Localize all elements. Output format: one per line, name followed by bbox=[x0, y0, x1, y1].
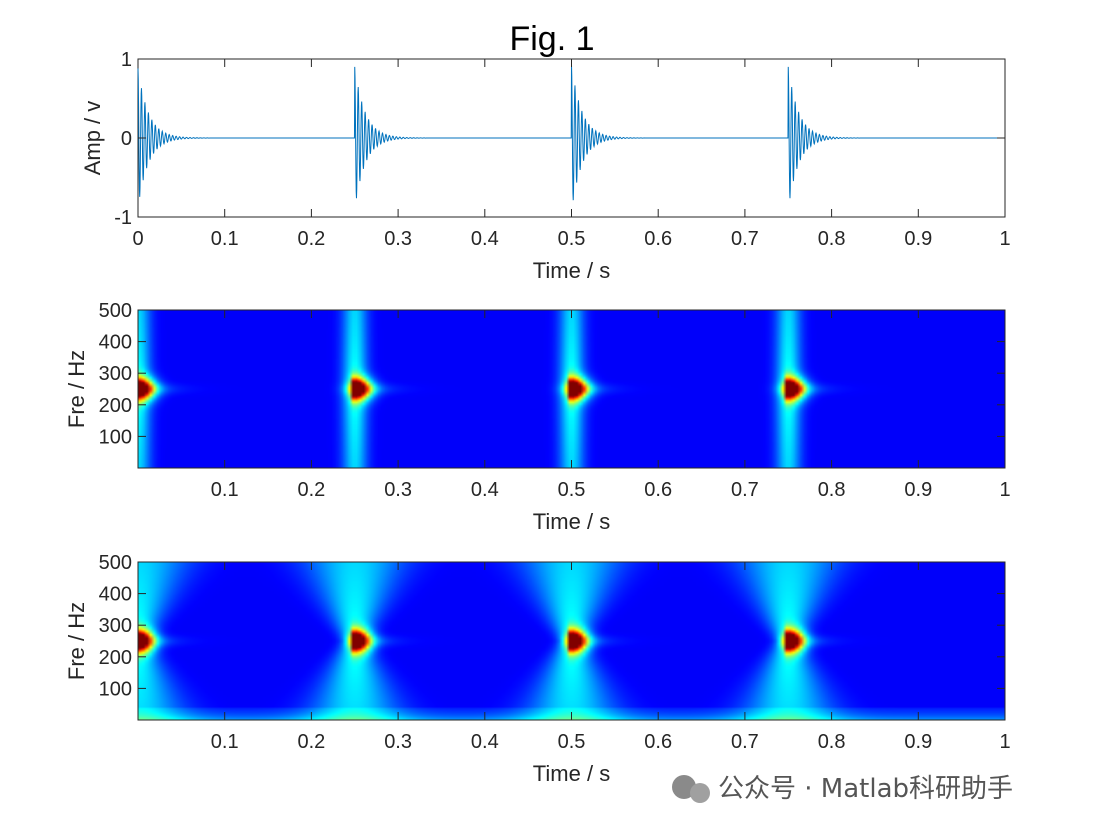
y-tick-label: 100 bbox=[99, 678, 132, 700]
x-axis-label: Time / s bbox=[533, 258, 610, 283]
x-tick-label: 0.2 bbox=[297, 479, 325, 501]
x-tick-label: 0.3 bbox=[384, 731, 412, 753]
x-tick-label: 0.7 bbox=[731, 479, 759, 501]
y-tick-label: -1 bbox=[114, 207, 132, 229]
y-tick-label: 500 bbox=[99, 300, 132, 322]
x-tick-label: 0.2 bbox=[297, 228, 325, 250]
x-axis-label: Time / s bbox=[533, 509, 610, 534]
figure-title: Fig. 1 bbox=[509, 20, 594, 58]
x-tick-label: 0.2 bbox=[297, 731, 325, 753]
y-axis-label: Fre / Hz bbox=[64, 350, 89, 428]
x-tick-label: 0.5 bbox=[558, 479, 586, 501]
y-tick-label: 200 bbox=[99, 647, 132, 669]
y-tick-label: 400 bbox=[99, 332, 132, 354]
x-tick-label: 0.1 bbox=[211, 731, 239, 753]
y-tick-label: 100 bbox=[99, 426, 132, 448]
watermark-text: 公众号 · Matlab科研助手 bbox=[718, 774, 1013, 804]
x-tick-label: 0.9 bbox=[904, 479, 932, 501]
x-tick-label: 0.4 bbox=[471, 479, 499, 501]
x-tick-label: 0.5 bbox=[558, 228, 586, 250]
x-tick-label: 0 bbox=[132, 228, 143, 250]
x-tick-label: 0.8 bbox=[818, 731, 846, 753]
x-tick-label: 0.8 bbox=[818, 228, 846, 250]
y-tick-label: 0 bbox=[121, 128, 132, 150]
x-tick-label: 0.9 bbox=[904, 731, 932, 753]
x-tick-label: 0.4 bbox=[471, 228, 499, 250]
y-tick-label: 400 bbox=[99, 584, 132, 606]
y-tick-label: 300 bbox=[99, 363, 132, 385]
watermark bbox=[672, 775, 710, 803]
x-tick-label: 0.7 bbox=[731, 228, 759, 250]
x-tick-label: 0.8 bbox=[818, 479, 846, 501]
x-tick-label: 0.1 bbox=[211, 479, 239, 501]
y-axis-label: Fre / Hz bbox=[64, 602, 89, 680]
axes-spectrogram-2 bbox=[137, 561, 1006, 721]
x-tick-label: 0.7 bbox=[731, 731, 759, 753]
x-tick-label: 0.6 bbox=[644, 228, 672, 250]
x-tick-label: 0.5 bbox=[558, 731, 586, 753]
x-tick-label: 0.4 bbox=[471, 731, 499, 753]
x-tick-label: 0.6 bbox=[644, 479, 672, 501]
x-tick-label: 1 bbox=[999, 228, 1010, 250]
x-tick-label: 0.3 bbox=[384, 479, 412, 501]
axes-spectrogram-1 bbox=[137, 309, 1006, 469]
y-tick-label: 200 bbox=[99, 395, 132, 417]
spectrogram-image bbox=[138, 310, 1005, 468]
x-axis-label: Time / s bbox=[533, 761, 610, 786]
y-axis-label: Amp / v bbox=[80, 101, 105, 176]
x-tick-label: 0.9 bbox=[904, 228, 932, 250]
axes-waveform bbox=[137, 58, 1006, 218]
waveform-series-line bbox=[137, 64, 1005, 201]
spectrogram-image bbox=[138, 562, 1005, 720]
y-tick-label: 1 bbox=[121, 49, 132, 71]
x-tick-label: 0.1 bbox=[211, 228, 239, 250]
y-tick-label: 300 bbox=[99, 615, 132, 637]
x-tick-label: 1 bbox=[999, 479, 1010, 501]
y-tick-label: 500 bbox=[99, 552, 132, 574]
x-tick-label: 0.6 bbox=[644, 731, 672, 753]
wechat-icon-bubble bbox=[690, 783, 710, 803]
x-tick-label: 0.3 bbox=[384, 228, 412, 250]
x-tick-label: 1 bbox=[999, 731, 1010, 753]
